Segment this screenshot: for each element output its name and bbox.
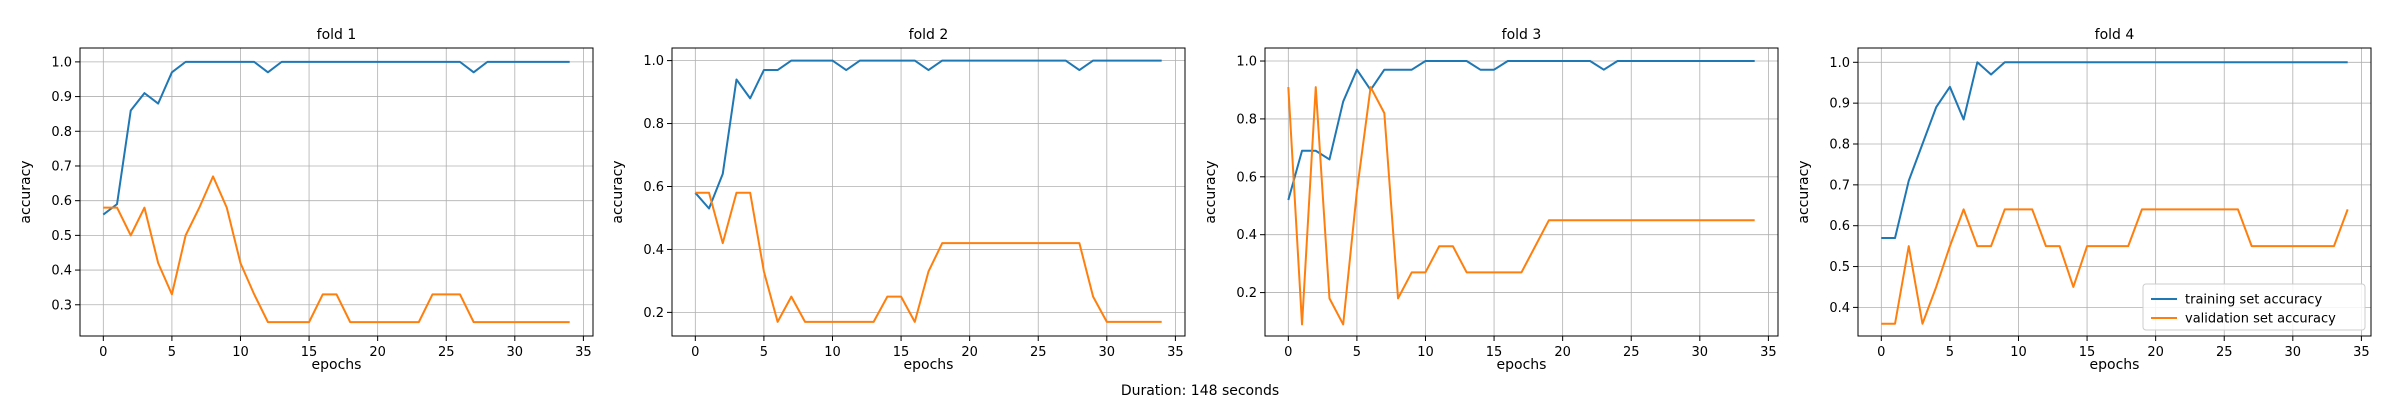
y-tick-label: 1.0 <box>1236 55 1257 70</box>
y-axis-label: accuracy <box>1796 160 1812 223</box>
x-tick-label: 15 <box>2079 345 2096 360</box>
training-accuracy-line <box>694 59 1162 210</box>
chart-panel-fold-3: 0 5 10 15 20 25 30 35 0.2 0.4 0.6 0.8 1.0 fold 3 epoch… <box>1203 27 1779 373</box>
validation-accuracy-line <box>695 191 1162 323</box>
x-tick-label: 25 <box>2216 345 2233 360</box>
duration-caption: Duration: 148 seconds <box>1120 383 1280 399</box>
x-tick-label: 15 <box>301 345 318 360</box>
x-tick-label: 5 <box>1353 345 1361 360</box>
y-tick-label: 0.5 <box>1829 260 1850 275</box>
legend-label-validation: validation set accuracy <box>2185 312 2336 327</box>
x-axis-label: epochs <box>1497 357 1547 373</box>
x-tick-label: 30 <box>1099 345 1116 360</box>
y-tick-label: 0.4 <box>1829 301 1850 316</box>
y-tick-label: 0.2 <box>643 306 664 321</box>
x-tick-label: 25 <box>438 345 455 360</box>
axes-frame <box>671 47 1186 337</box>
x-axis-label: epochs <box>312 357 362 373</box>
y-tick-label: 0.3 <box>51 298 72 313</box>
y-tick-label: 0.8 <box>51 125 72 140</box>
x-axis-label: epochs <box>904 357 954 373</box>
x-tick-label: 20 <box>369 345 386 360</box>
axes-frame <box>1264 47 1779 337</box>
x-tick-label: 30 <box>507 345 524 360</box>
chart-title: fold 4 <box>2095 27 2135 43</box>
x-tick-label: 30 <box>1692 345 1709 360</box>
validation-accuracy-line <box>103 175 570 324</box>
validation-accuracy-line <box>1881 208 2349 325</box>
y-tick-label: 0.6 <box>51 194 72 209</box>
x-tick-label: 0 <box>1284 345 1292 360</box>
x-tick-label: 20 <box>2147 345 2164 360</box>
y-tick-label: 1.0 <box>643 54 664 69</box>
x-tick-label: 5 <box>760 345 768 360</box>
y-tick-label: 0.6 <box>643 180 664 195</box>
chart-panel-fold-2: 0 5 10 15 20 25 30 35 0.2 0.4 0.6 0.8 1.0 fold 2 epoch… <box>610 27 1186 373</box>
axes-frame <box>1857 47 2372 337</box>
x-axis-label: epochs <box>2090 357 2140 373</box>
x-tick-label: 15 <box>893 345 910 360</box>
y-tick-label: 0.7 <box>51 159 72 174</box>
training-accuracy-line <box>1287 60 1755 201</box>
legend-label-training: training set accuracy <box>2185 293 2322 308</box>
y-tick-label: 0.4 <box>1236 228 1257 243</box>
chart-title: fold 2 <box>909 27 949 43</box>
y-tick-label: 0.9 <box>51 90 72 105</box>
y-tick-label: 1.0 <box>51 55 72 70</box>
x-tick-label: 5 <box>1946 345 1954 360</box>
x-tick-label: 35 <box>2353 345 2370 360</box>
x-tick-label: 25 <box>1623 345 1640 360</box>
y-axis-label: accuracy <box>18 160 34 223</box>
x-tick-label: 10 <box>232 345 249 360</box>
x-tick-label: 25 <box>1030 345 1047 360</box>
y-tick-label: 0.8 <box>1829 138 1850 153</box>
y-axis-label: accuracy <box>610 160 626 223</box>
x-tick-label: 5 <box>168 345 176 360</box>
y-tick-label: 0.9 <box>1829 97 1850 112</box>
y-tick-label: 0.7 <box>1829 178 1850 193</box>
chart-panel-fold-4: 0 5 10 15 20 25 30 35 0.4 0.5 0.6 0.7 0.8 0.9 1.0 fold … <box>1796 27 2372 373</box>
legend-box <box>2142 283 2366 331</box>
x-tick-label: 0 <box>99 345 107 360</box>
x-tick-label: 20 <box>1554 345 1571 360</box>
x-tick-label: 0 <box>1877 345 1885 360</box>
axes-frame <box>79 47 594 337</box>
x-tick-label: 35 <box>575 345 592 360</box>
x-tick-label: 30 <box>2285 345 2302 360</box>
x-tick-label: 15 <box>1486 345 1503 360</box>
x-tick-label: 35 <box>1167 345 1184 360</box>
training-accuracy-line <box>102 60 570 216</box>
y-tick-label: 0.5 <box>51 229 72 244</box>
y-tick-label: 0.6 <box>1829 219 1850 234</box>
y-axis-label: accuracy <box>1203 160 1219 223</box>
legend: training set accuracy validation set accu… <box>2142 283 2366 331</box>
x-tick-label: 10 <box>1417 345 1434 360</box>
training-accuracy-line <box>1881 61 2348 239</box>
x-tick-label: 10 <box>824 345 841 360</box>
y-tick-label: 0.4 <box>51 264 72 279</box>
y-tick-label: 0.4 <box>643 243 664 258</box>
y-tick-label: 0.6 <box>1236 170 1257 185</box>
y-tick-label: 0.8 <box>643 117 664 132</box>
x-tick-label: 20 <box>961 345 978 360</box>
chart-title: fold 1 <box>317 27 357 43</box>
chart-panel-fold-1: 0 5 10 15 20 25 30 35 0.3 0.4 0.5 0.6 0.7 0.8 0.9 1.0 fo… <box>18 27 594 373</box>
chart-title: fold 3 <box>1502 27 1542 43</box>
x-tick-label: 35 <box>1760 345 1777 360</box>
x-tick-label: 10 <box>2010 345 2027 360</box>
y-tick-label: 1.0 <box>1829 56 1850 71</box>
y-tick-label: 0.8 <box>1236 112 1257 127</box>
validation-accuracy-line <box>1287 86 1755 326</box>
x-tick-label: 0 <box>691 345 699 360</box>
y-tick-label: 0.2 <box>1236 286 1257 301</box>
